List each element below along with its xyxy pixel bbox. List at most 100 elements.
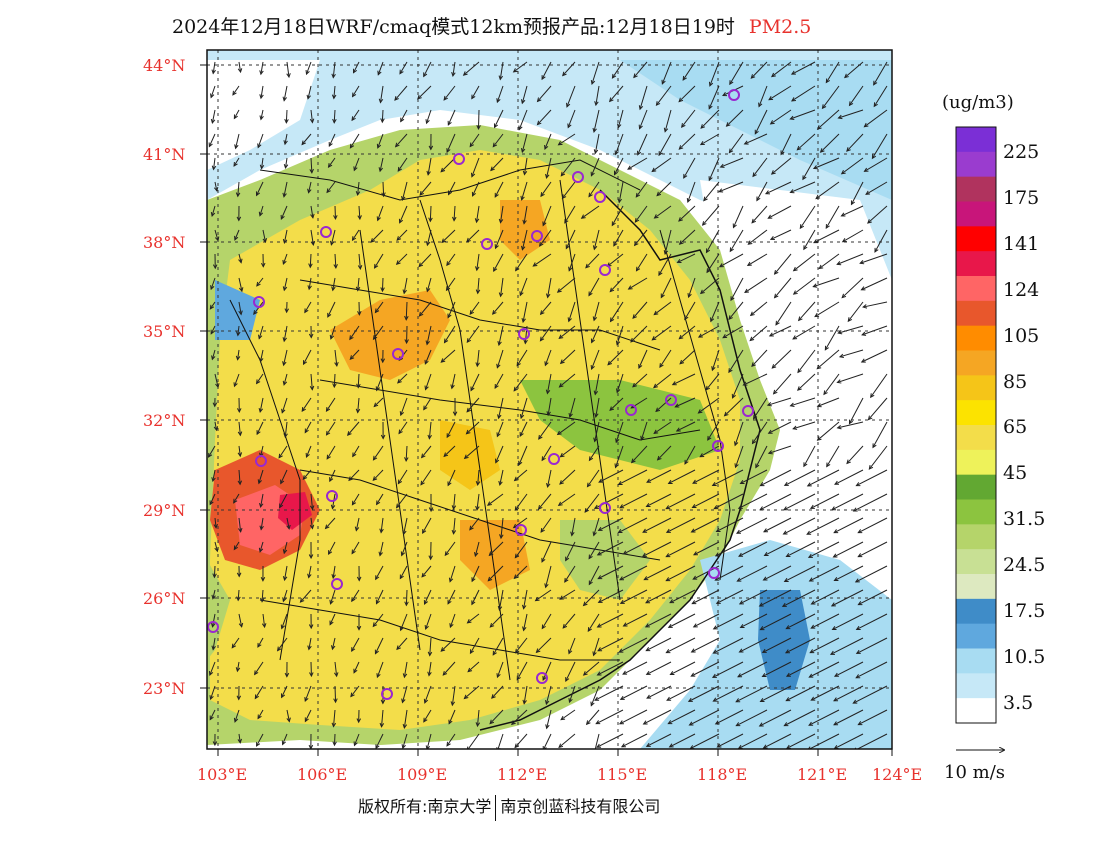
- wind-arrow: [238, 445, 241, 457]
- wind-arrow: [521, 181, 528, 200]
- wind-arrowhead: [566, 102, 571, 108]
- wind-arrowhead: [308, 263, 313, 269]
- wind-arrowhead: [540, 192, 545, 198]
- wind-arrow: [463, 61, 480, 76]
- wind-arrow: [259, 205, 264, 216]
- wind-arrow: [780, 133, 792, 155]
- wind-arrow: [589, 445, 600, 461]
- wind-arrow: [831, 589, 864, 607]
- wind-arrowhead: [233, 498, 238, 504]
- station-marker: [599, 502, 611, 514]
- wind-arrowhead: [645, 647, 651, 652]
- wind-arrow: [283, 349, 288, 366]
- wind-arrowhead: [646, 478, 652, 483]
- wind-arrow: [544, 133, 552, 150]
- wind-arrowhead: [302, 475, 308, 480]
- wind-arrowhead: [609, 287, 615, 293]
- wind-arrowhead: [351, 92, 357, 98]
- wind-arrowhead: [466, 237, 471, 243]
- wind-arrow: [584, 493, 600, 513]
- wind-arrow: [476, 349, 480, 367]
- wind-arrowhead: [692, 623, 698, 628]
- wind-arrowhead: [810, 696, 816, 701]
- wind-arrowhead: [351, 500, 357, 506]
- wind-arrowhead: [545, 293, 551, 299]
- wind-arrowhead: [394, 96, 399, 101]
- wind-arrow: [620, 589, 648, 604]
- wind-arrow: [329, 469, 336, 482]
- wind-arrowhead: [678, 145, 684, 150]
- wind-arrowhead: [815, 194, 821, 200]
- wind-arrowhead: [329, 477, 334, 483]
- wind-arrow: [826, 445, 840, 467]
- wind-arrowhead: [661, 79, 666, 85]
- wind-arrow: [474, 541, 480, 557]
- wind-arrowhead: [356, 718, 362, 724]
- wind-arrow: [355, 517, 360, 531]
- wind-arrowhead: [734, 441, 739, 447]
- wind-arrowhead: [427, 434, 432, 440]
- wind-arrowhead: [836, 424, 842, 430]
- wind-arrow: [544, 349, 552, 366]
- wind-arrowhead: [353, 68, 358, 74]
- wind-arrow: [817, 397, 840, 407]
- wind-arrowhead: [447, 313, 452, 319]
- wind-arrow: [784, 709, 816, 727]
- wind-arrow: [763, 565, 792, 581]
- wind-arrow: [212, 637, 216, 650]
- wind-arrow: [562, 181, 576, 199]
- wind-arrowhead: [619, 599, 625, 604]
- wind-arrow: [452, 61, 456, 77]
- wind-arrow: [719, 253, 744, 268]
- station-marker: [518, 328, 530, 340]
- wind-arrow: [403, 709, 408, 728]
- wind-arrow: [513, 565, 528, 579]
- wind-arrow: [666, 565, 696, 582]
- wind-arrow: [334, 349, 338, 366]
- wind-arrowhead: [513, 386, 518, 392]
- wind-arrowhead: [580, 214, 586, 219]
- wind-arrowhead: [213, 186, 219, 192]
- wind-arrow: [232, 85, 240, 96]
- station-marker: [331, 578, 343, 590]
- wind-arrowhead: [756, 196, 761, 202]
- wind-arrowhead: [699, 289, 705, 295]
- wind-arrowhead: [758, 722, 764, 727]
- wind-arrow: [333, 733, 336, 746]
- wind-arrow: [632, 301, 648, 319]
- wind-arrowhead: [466, 407, 472, 413]
- wind-arrow: [786, 733, 816, 749]
- wind-arrowhead: [326, 188, 331, 194]
- wind-arrow: [706, 229, 720, 253]
- wind-arrowhead: [541, 557, 546, 563]
- wind-arrow: [440, 637, 456, 652]
- wind-arrow: [557, 277, 576, 293]
- wind-arrow: [308, 565, 312, 578]
- wind-arrowhead: [679, 359, 685, 365]
- wind-arrowhead: [584, 508, 589, 513]
- wind-arrow: [593, 301, 600, 321]
- wind-arrow: [643, 709, 672, 725]
- colorbar-segment: [956, 698, 996, 724]
- wind-arrowhead: [567, 317, 572, 323]
- wind-arrowhead: [557, 501, 563, 506]
- colorbar-segment: [956, 574, 996, 600]
- wind-arrow: [809, 661, 840, 678]
- wind-arrow: [423, 397, 432, 410]
- wind-arrow: [594, 733, 600, 749]
- lon-label: 121°E: [797, 765, 848, 784]
- wind-arrow: [451, 373, 456, 389]
- wind-arrow: [712, 661, 744, 678]
- wind-arrow: [351, 493, 360, 505]
- wind-arrow: [351, 589, 360, 602]
- wind-arrow: [262, 613, 266, 628]
- wind-arrow: [441, 229, 456, 243]
- wind-arrow: [448, 181, 456, 195]
- wind-arrow: [541, 541, 552, 563]
- wind-arrow: [376, 493, 384, 505]
- wind-arrow: [659, 349, 672, 368]
- wind-arrowhead: [847, 317, 853, 323]
- wind-arrow: [277, 637, 288, 651]
- wind-arrow: [653, 373, 672, 388]
- wind-arrowhead: [399, 411, 405, 417]
